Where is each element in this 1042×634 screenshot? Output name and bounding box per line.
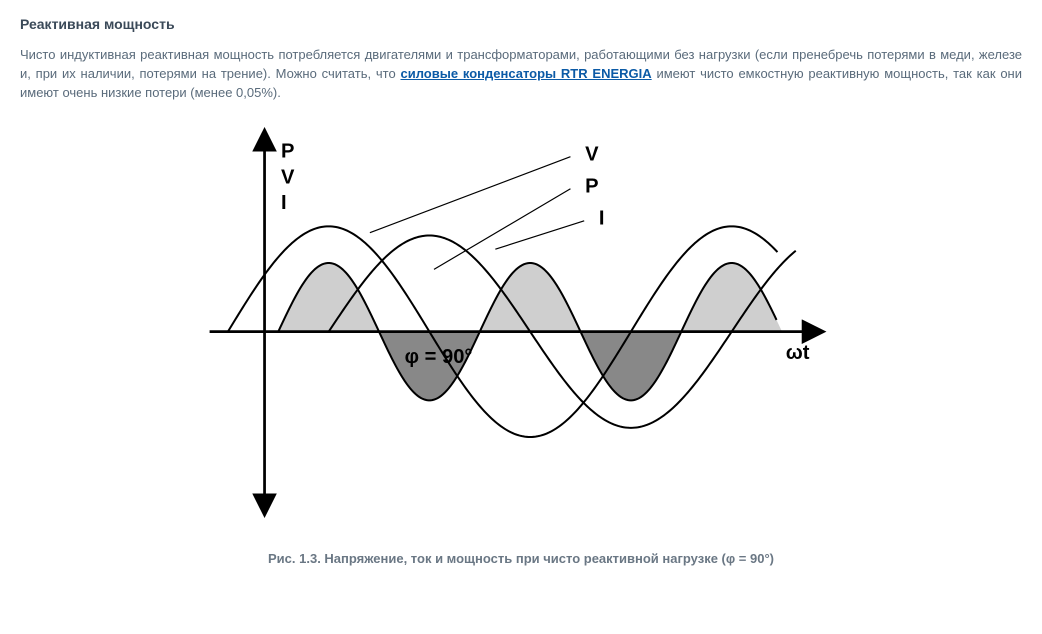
svg-text:P: P: [281, 140, 294, 162]
capacitors-link[interactable]: силовые конденсаторы RTR ENERGIA: [401, 66, 652, 81]
leader-lines: [370, 156, 584, 269]
figure-container: PVIVPIωtφ = 90° Рис. 1.3. Напряжение, то…: [20, 121, 1022, 566]
section-title: Реактивная мощность: [20, 16, 1022, 32]
waveform-svg: PVIVPIωtφ = 90°: [191, 121, 851, 524]
power-positive-fill: [278, 263, 782, 332]
intro-paragraph: Чисто индуктивная реактивная мощность по…: [20, 46, 1022, 103]
svg-text:I: I: [599, 207, 605, 229]
svg-text:ωt: ωt: [786, 342, 810, 364]
svg-text:I: I: [281, 191, 287, 213]
svg-text:φ = 90°: φ = 90°: [405, 345, 473, 367]
svg-text:V: V: [281, 166, 295, 188]
svg-text:P: P: [585, 175, 598, 197]
figure-caption: Рис. 1.3. Напряжение, ток и мощность при…: [20, 551, 1022, 566]
svg-text:V: V: [585, 143, 599, 165]
